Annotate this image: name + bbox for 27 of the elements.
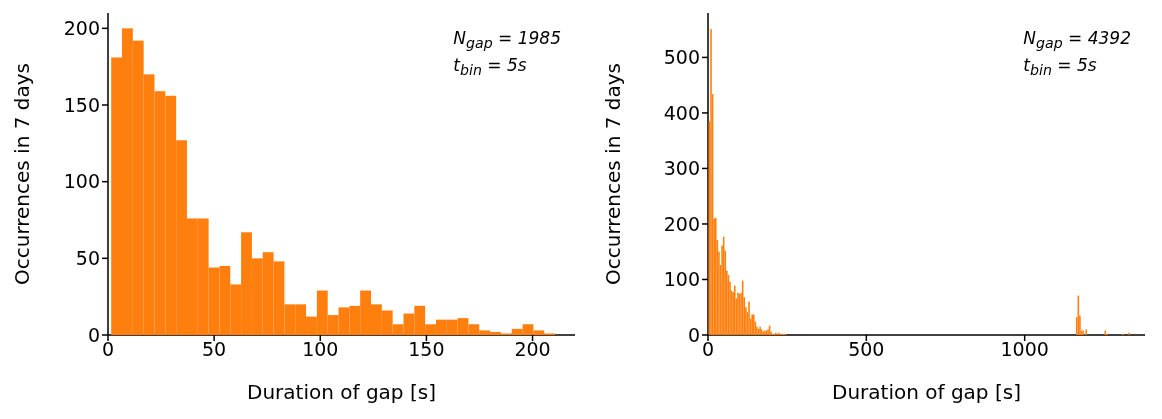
x-tick-label: 100	[302, 338, 339, 361]
y-tick-label: 0	[87, 323, 100, 346]
x-tick-label: 500	[848, 338, 885, 361]
annotation: t$_{bin}$ = 5s	[453, 54, 528, 81]
x-axis-title: Duration of gap [s]	[247, 380, 436, 404]
x-tick-label: 200	[514, 338, 551, 361]
x-tick-label: 0	[701, 338, 715, 361]
annotation: N$_{gap}$ = 1985	[453, 27, 561, 54]
x-axis-title: Duration of gap [s]	[832, 380, 1021, 404]
y-tick-label: 200	[663, 212, 700, 235]
y-tick-label: 150	[63, 93, 100, 116]
x-tick-label: 150	[408, 338, 445, 361]
y-axis-title: Occurrences in 7 days	[10, 62, 34, 287]
annotation: N$_{gap}$ = 4392	[1023, 27, 1131, 54]
x-tick-label: 0	[101, 338, 115, 361]
y-tick-label: 100	[663, 268, 700, 291]
y-axis-title: Occurrences in 7 days	[601, 62, 625, 287]
x-tick-label: 50	[202, 338, 227, 361]
annotation: t$_{bin}$ = 5s	[1023, 54, 1098, 81]
y-tick-label: 500	[663, 46, 700, 69]
y-tick-label: 300	[663, 157, 700, 180]
y-tick-label: 200	[63, 17, 100, 40]
y-tick-label: 0	[687, 323, 700, 346]
x-tick-label: 1000	[1000, 338, 1049, 361]
y-tick-label: 100	[63, 170, 100, 193]
y-tick-label: 50	[75, 247, 100, 270]
y-tick-label: 400	[663, 101, 700, 124]
